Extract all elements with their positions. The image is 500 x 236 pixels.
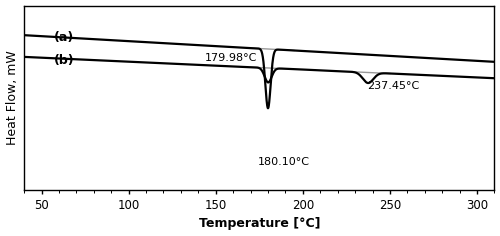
Text: 180.10°C: 180.10°C (258, 157, 310, 167)
Text: (a): (a) (54, 31, 74, 44)
X-axis label: Temperature [°C]: Temperature [°C] (198, 217, 320, 230)
Text: 179.98°C: 179.98°C (205, 54, 258, 63)
Text: 237.45°C: 237.45°C (368, 81, 420, 91)
Y-axis label: Heat Flow, mW: Heat Flow, mW (6, 50, 18, 145)
Text: (b): (b) (54, 54, 74, 67)
